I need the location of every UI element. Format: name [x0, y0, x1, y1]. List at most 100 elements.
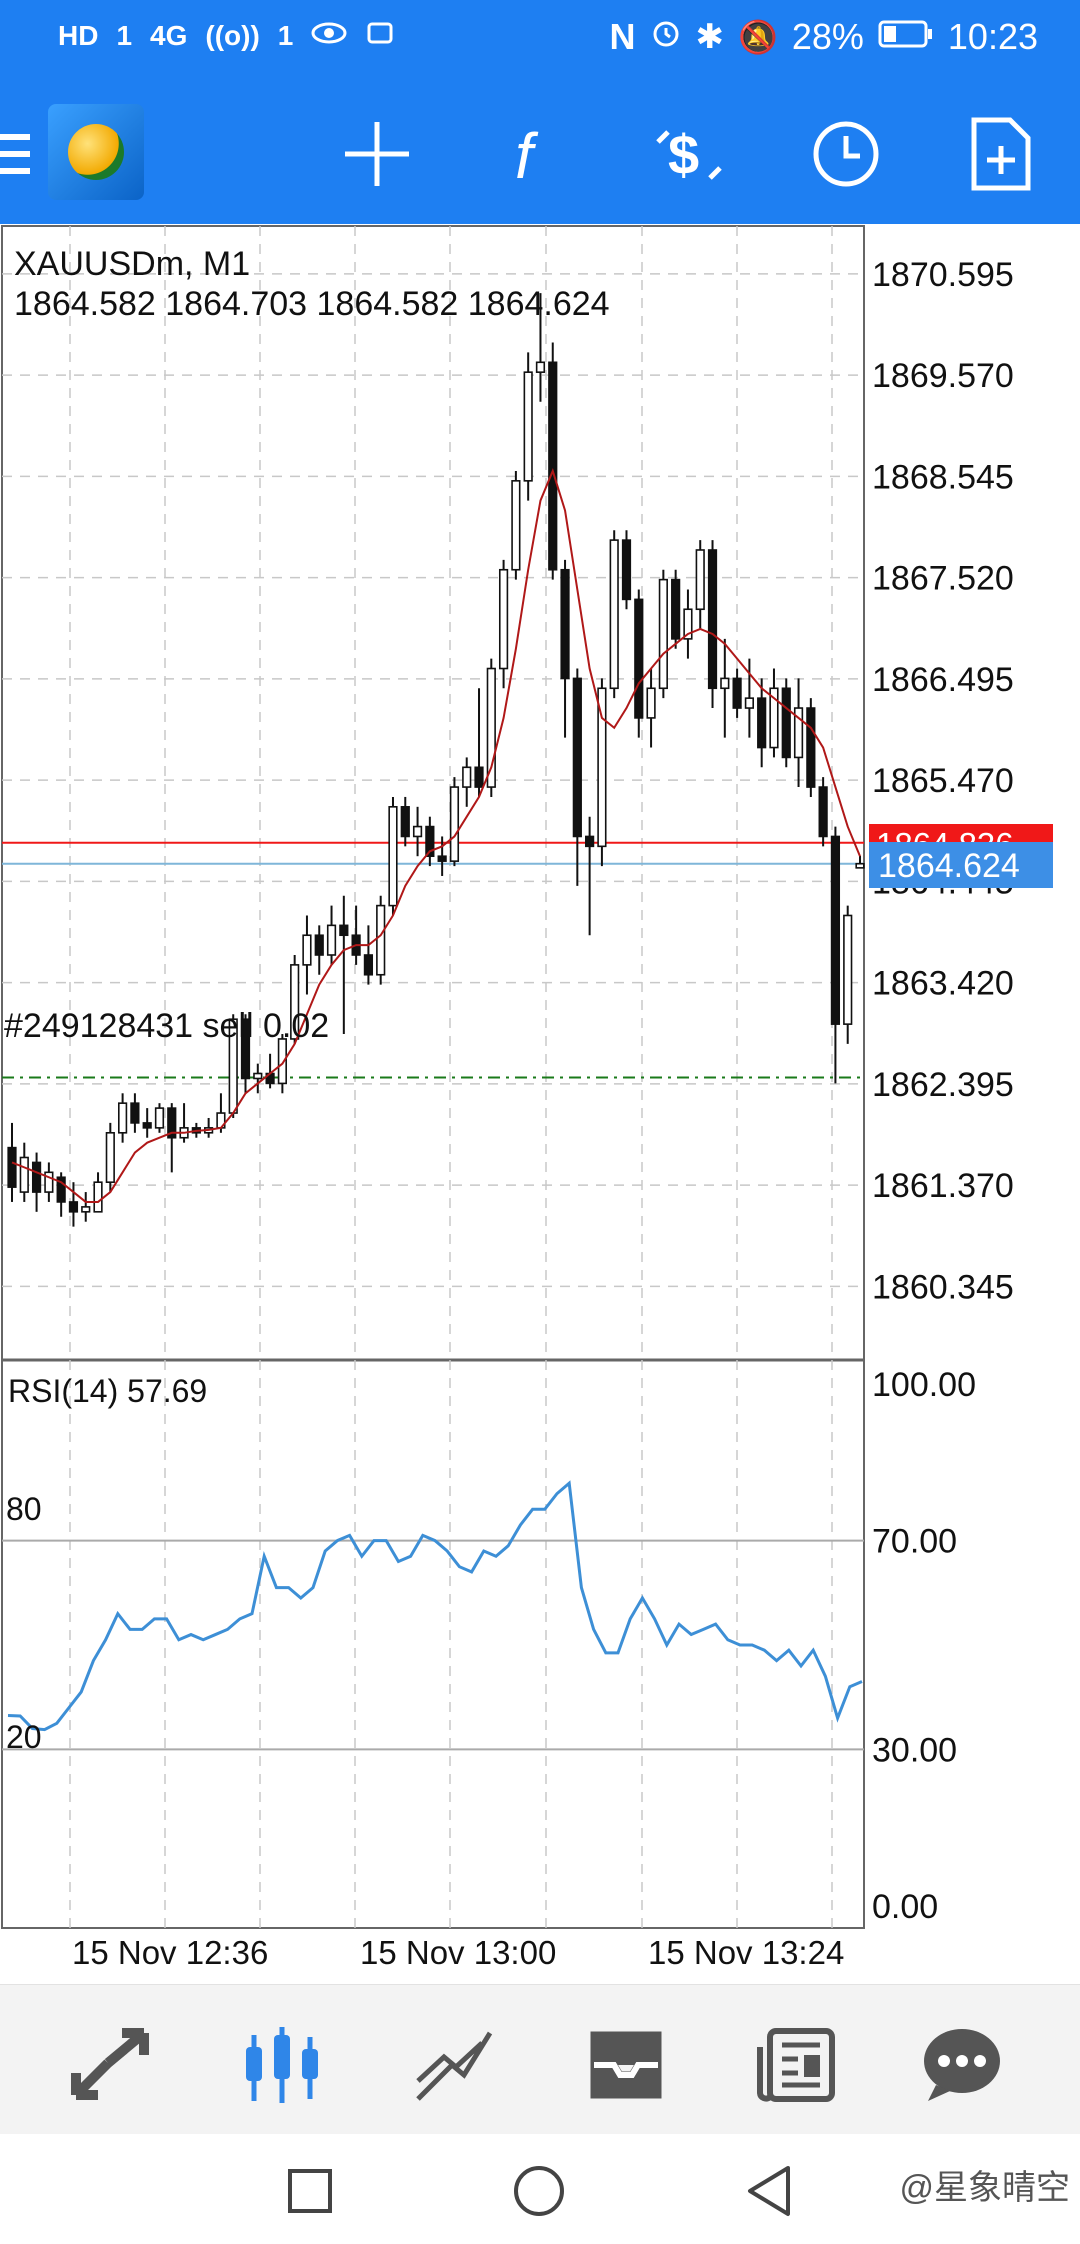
candle-body: [560, 568, 570, 680]
time-tick-label: 15 Nov 13:00: [360, 1934, 556, 1971]
candle-body: [142, 1122, 152, 1129]
nfc-icon: N: [609, 16, 636, 57]
candle-body: [523, 371, 533, 482]
bluetooth-icon: ✱: [695, 18, 725, 56]
order-label: #249128431 sell 0.02: [4, 1007, 329, 1045]
status-item-hd: HD: [58, 19, 99, 51]
candle-body: [253, 1072, 263, 1080]
candle-body: [498, 568, 509, 670]
rsi-tick-label: 100.00: [872, 1366, 976, 1404]
candle-body: [843, 914, 853, 1025]
rsi-tick-label: 30.00: [872, 1731, 957, 1769]
bottom-navigation: [0, 1984, 1080, 2135]
watermark-text: @星象晴空: [899, 2169, 1070, 2207]
rsi-panel: [7, 1480, 863, 1732]
candle-body: [56, 1176, 66, 1203]
bid-price-box: [869, 842, 1053, 888]
ma-line: [11, 468, 861, 1203]
candle-body: [425, 825, 435, 858]
home-icon[interactable]: [512, 2164, 566, 2223]
candle-body: [68, 1201, 79, 1213]
rsi-label: RSI(14) 57.69: [8, 1373, 207, 1409]
candle-body: [781, 687, 791, 759]
candle-body: [105, 1131, 115, 1183]
candle-body: [535, 361, 546, 373]
back-icon[interactable]: [744, 2164, 794, 2223]
candle-body: [31, 1161, 42, 1193]
svg-text:$: $: [668, 123, 699, 186]
candle-body: [597, 687, 607, 848]
app-toolbar: f $: [0, 82, 1080, 224]
quotes-icon[interactable]: [68, 2025, 152, 2105]
history-icon[interactable]: [584, 2025, 668, 2105]
candle-body: [732, 677, 742, 709]
timeframe-clock-icon[interactable]: [806, 112, 886, 196]
candle-body: [449, 786, 460, 862]
price-tick-label: 1860.345: [872, 1268, 1014, 1306]
candle-body: [744, 697, 755, 709]
battery-percent: 28%: [791, 16, 864, 57]
candle-body: [93, 1181, 103, 1213]
status-item-wifi: ((o)): [205, 19, 260, 51]
candle-body: [388, 806, 398, 907]
news-icon[interactable]: [756, 2025, 840, 2105]
candle-body: [757, 697, 767, 749]
battery-icon: [878, 16, 934, 58]
candle-body: [830, 835, 841, 1025]
candle-body: [326, 924, 337, 956]
status-left-icons: HD 1 4G ((o)) 1: [58, 18, 395, 53]
candlestick-series: [7, 293, 865, 1227]
system-navigation-bar: @星象晴空: [0, 2134, 1080, 2244]
price-tick-label: 1862.395: [872, 1066, 1014, 1104]
chart-area[interactable]: 1870.595 1869.570 1868.545 1867.520 1866.495…: [0, 224, 1080, 1984]
time-tick-label: 15 Nov 12:36: [72, 1934, 268, 1971]
app-logo-icon[interactable]: [48, 104, 144, 200]
candle-body: [609, 539, 619, 690]
candle-body: [277, 1038, 287, 1085]
bid-price-label: 1864.624: [878, 847, 1020, 885]
candle-body: [793, 707, 804, 759]
candle-body: [806, 707, 816, 788]
chart-icon[interactable]: [240, 2025, 324, 2105]
candle-body: [585, 835, 595, 848]
function-icon[interactable]: f: [493, 112, 573, 196]
candle-body: [400, 806, 410, 838]
menu-icon[interactable]: [0, 134, 30, 174]
candle-body: [695, 549, 705, 611]
axis-labels: 1870.595 1869.570 1868.545 1867.520 1866.495…: [72, 256, 1014, 1971]
alarm-icon: [650, 16, 682, 58]
eye-icon: [311, 21, 347, 50]
recent-apps-icon[interactable]: [287, 2168, 333, 2219]
candle-body: [376, 904, 386, 976]
clock-time: 10:23: [947, 16, 1038, 57]
candle-body: [486, 667, 496, 788]
price-tick-label: 1866.495: [872, 661, 1014, 699]
status-item-network: 4G: [150, 19, 188, 51]
price-tick-label: 1868.545: [872, 458, 1014, 496]
candle-body: [646, 687, 656, 719]
candle-body: [117, 1102, 128, 1134]
candle-body: [240, 1018, 251, 1080]
trade-nav-icon[interactable]: [412, 2025, 496, 2105]
candle-body: [81, 1206, 91, 1213]
trade-icon[interactable]: $: [650, 112, 730, 196]
candle-body: [572, 677, 582, 838]
symbol-label: XAUUSDm, M1: [14, 245, 250, 283]
price-tick-label: 1865.470: [872, 762, 1014, 800]
status-right-icons: N ✱ 🔕 28% 10:23: [610, 16, 1039, 58]
ohlc-label: 1864.582 1864.703 1864.582 1864.624: [14, 285, 610, 323]
mute-icon: 🔕: [738, 19, 778, 55]
candle-body: [290, 964, 300, 1040]
price-tick-label: 1869.570: [872, 357, 1014, 395]
candle-body: [302, 934, 312, 966]
candle-body: [474, 766, 484, 788]
candle-body: [7, 1146, 17, 1188]
candle-body: [855, 862, 865, 869]
candle-body: [621, 539, 632, 601]
candle-body: [462, 766, 472, 788]
price-tick-label: 1867.520: [872, 560, 1014, 598]
new-order-icon[interactable]: [960, 112, 1040, 196]
rsi-line: [7, 1480, 863, 1732]
messages-icon[interactable]: [920, 2025, 1004, 2105]
crosshair-icon[interactable]: [337, 112, 417, 196]
